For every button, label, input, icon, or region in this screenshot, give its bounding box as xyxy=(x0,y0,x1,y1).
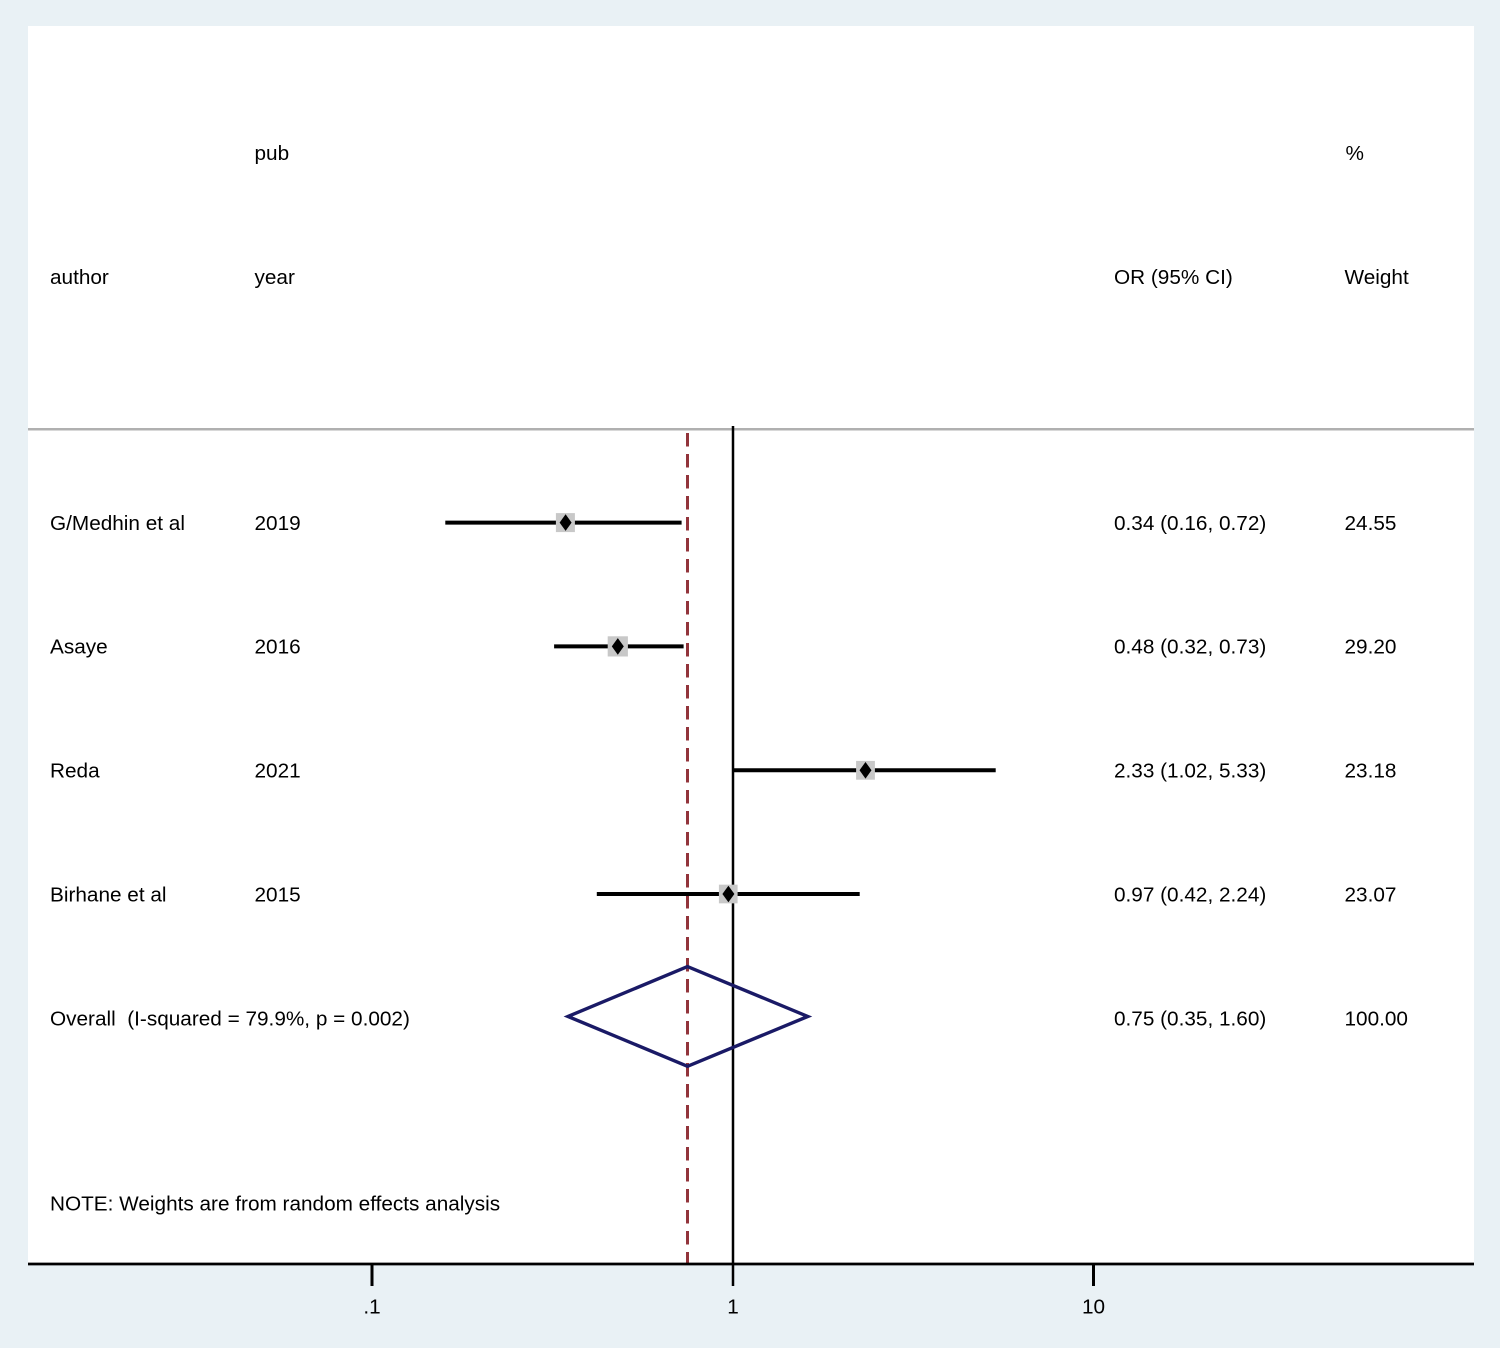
svg-text:%: % xyxy=(1346,142,1364,165)
svg-text:Asaye: Asaye xyxy=(50,636,108,659)
svg-text:2021: 2021 xyxy=(255,760,301,783)
svg-text:0.97 (0.42, 2.24): 0.97 (0.42, 2.24) xyxy=(1114,883,1266,906)
svg-text:0.75 (0.35, 1.60): 0.75 (0.35, 1.60) xyxy=(1114,1007,1266,1030)
svg-text:23.18: 23.18 xyxy=(1345,760,1397,783)
svg-text:pub: pub xyxy=(255,142,290,165)
svg-text:G/Medhin et al: G/Medhin et al xyxy=(50,512,185,535)
svg-text:year: year xyxy=(255,266,295,289)
svg-text:24.55: 24.55 xyxy=(1345,512,1397,535)
svg-text:Weight: Weight xyxy=(1345,266,1409,289)
svg-text:author: author xyxy=(50,266,109,289)
svg-text:0.34 (0.16, 0.72): 0.34 (0.16, 0.72) xyxy=(1114,512,1266,535)
svg-text:0.48 (0.32, 0.73): 0.48 (0.32, 0.73) xyxy=(1114,636,1266,659)
svg-text:2015: 2015 xyxy=(255,883,301,906)
svg-text:1: 1 xyxy=(727,1296,739,1319)
svg-text:2.33 (1.02, 5.33): 2.33 (1.02, 5.33) xyxy=(1114,760,1266,783)
svg-text:23.07: 23.07 xyxy=(1345,883,1397,906)
svg-text:100.00: 100.00 xyxy=(1345,1007,1408,1030)
svg-text:OR (95% CI): OR (95% CI) xyxy=(1114,266,1233,289)
svg-text:2016: 2016 xyxy=(255,636,301,659)
svg-text:29.20: 29.20 xyxy=(1345,636,1397,659)
svg-text:Overall (I-squared = 79.9%, p: Overall (I-squared = 79.9%, p = 0.002) xyxy=(50,1007,410,1030)
svg-text:.1: .1 xyxy=(363,1296,380,1319)
svg-text:10: 10 xyxy=(1082,1296,1105,1319)
svg-text:Birhane et al: Birhane et al xyxy=(50,883,167,906)
svg-text:NOTE: Weights are from random: NOTE: Weights are from random effects an… xyxy=(50,1192,500,1215)
svg-text:Reda: Reda xyxy=(50,760,100,783)
svg-text:2019: 2019 xyxy=(255,512,301,535)
